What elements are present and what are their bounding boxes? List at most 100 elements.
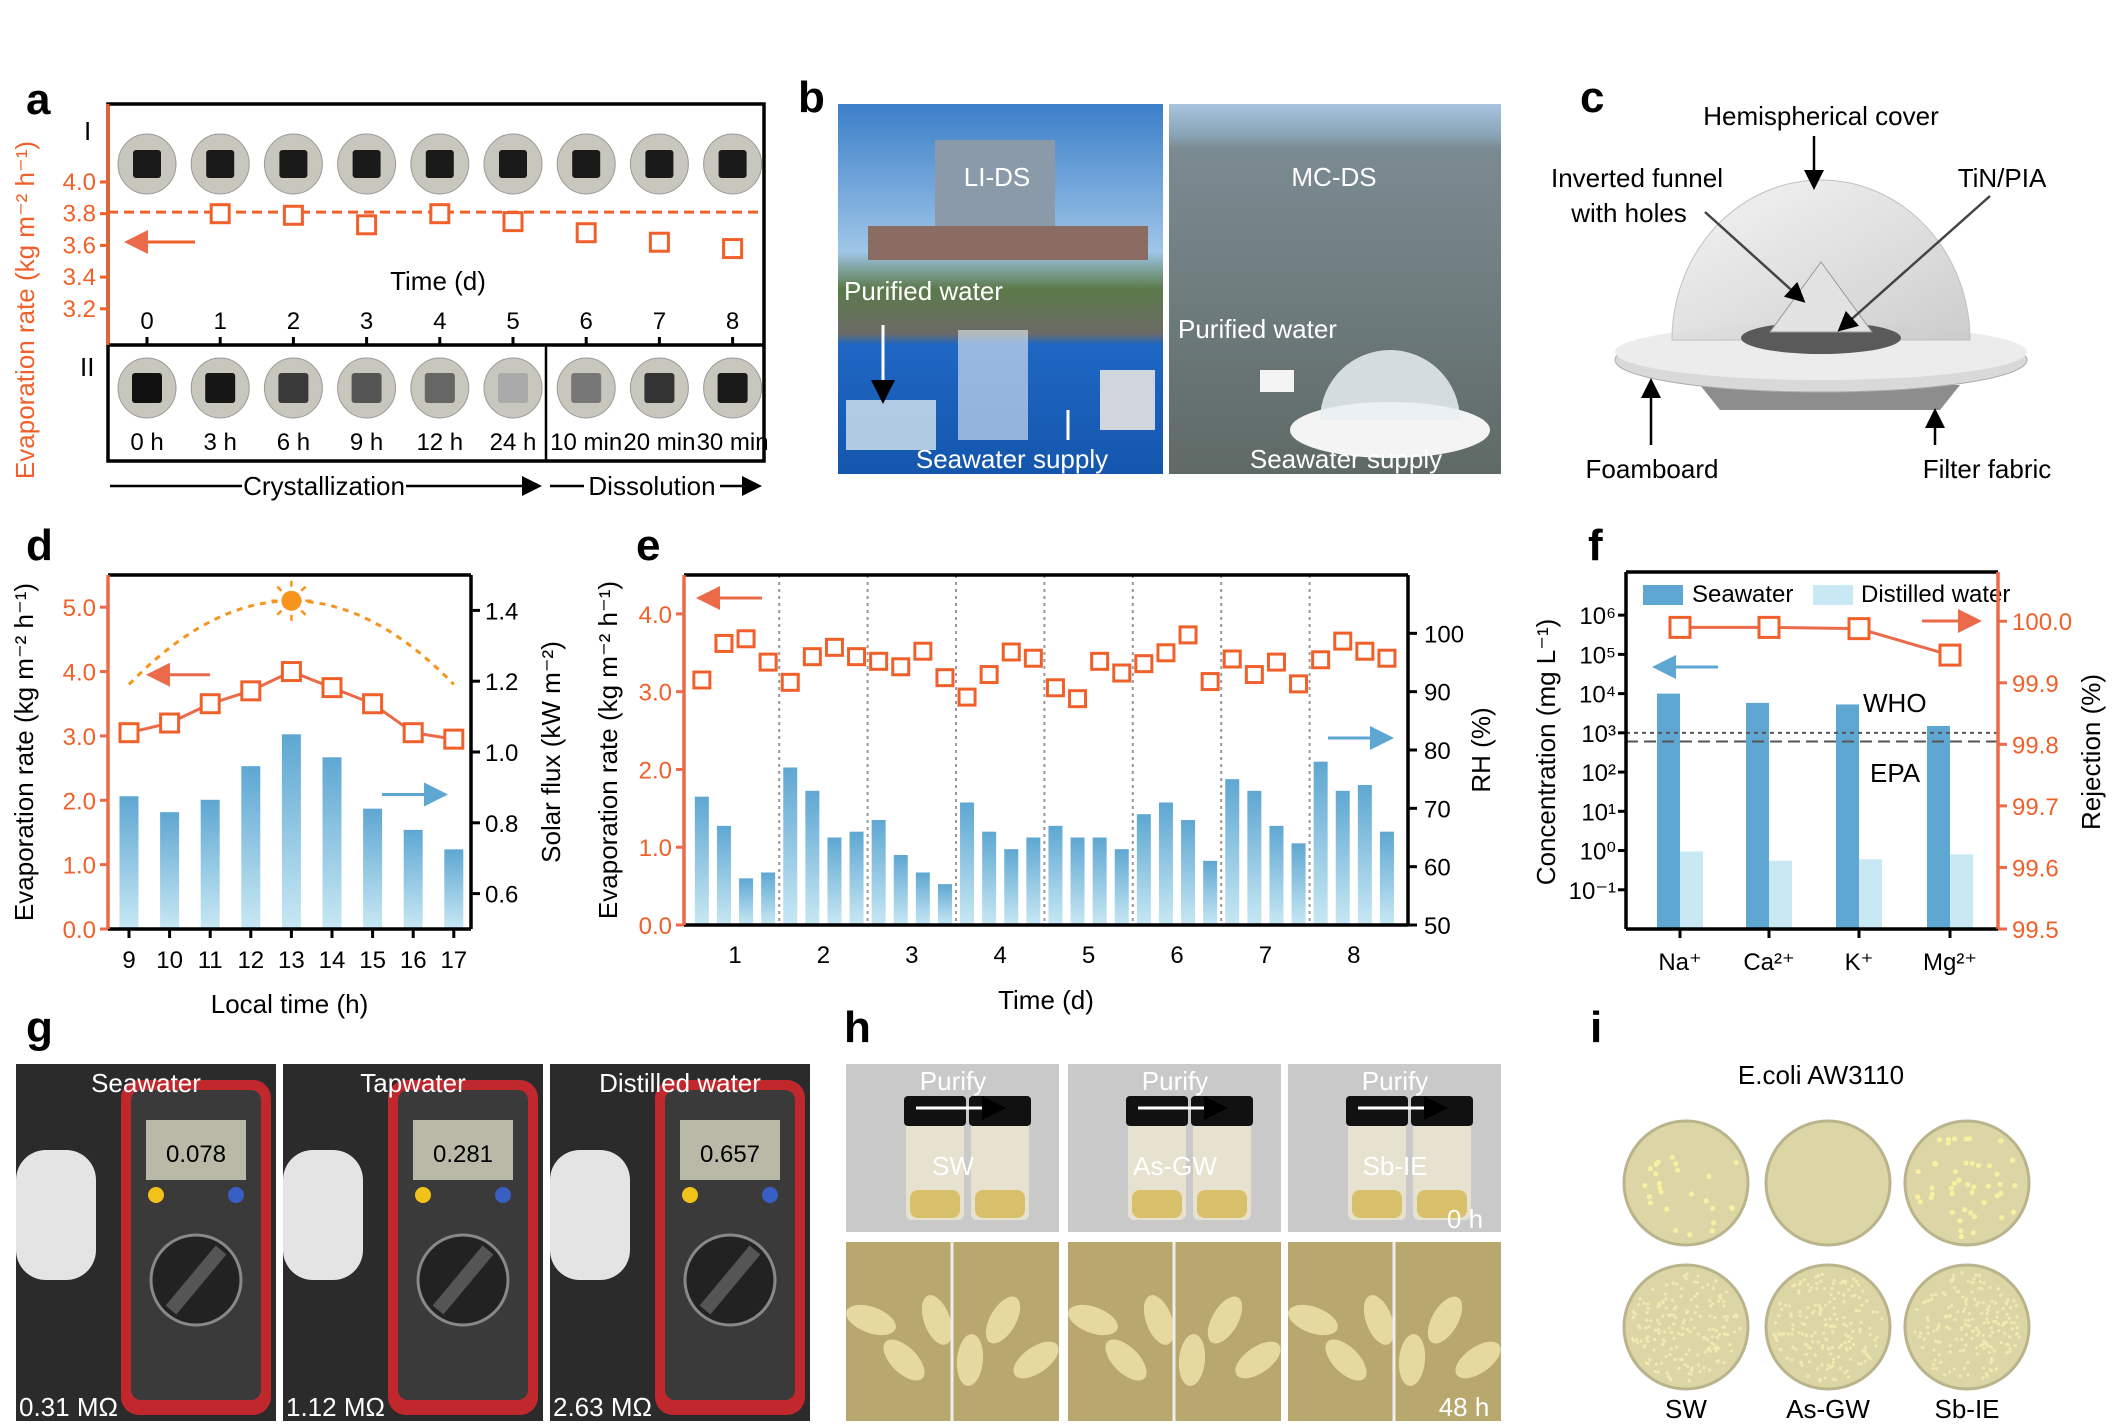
bacterial-colony (1693, 1311, 1697, 1315)
bacterial-colony (1692, 1326, 1696, 1330)
bacterial-colony (1673, 1227, 1679, 1234)
bacterial-colony (1675, 1282, 1679, 1286)
photo-title: Distilled water (599, 1068, 761, 1098)
y-left-tick-label: 4.0 (63, 660, 96, 687)
bacterial-colony (1635, 1341, 1640, 1345)
evaporation-point (240, 680, 262, 702)
lcd-reading: 0.078 (166, 1141, 226, 1168)
bacterial-colony (1811, 1311, 1815, 1315)
bacterial-colony (1695, 1291, 1699, 1296)
bacterial-colony (1656, 1328, 1661, 1332)
bacterial-colony (2005, 1299, 2009, 1303)
solar-flux-bar (119, 796, 139, 929)
x-tick-label: 12 (237, 947, 264, 974)
evaporation-point (1134, 654, 1154, 674)
bacterial-colony (1829, 1292, 1833, 1297)
bacterial-colony (1985, 1183, 1991, 1189)
jar-photo-0h: Purify Sb-IE (1288, 1064, 1501, 1232)
bacterial-colony (1787, 1304, 1791, 1308)
petri-dish (1764, 1119, 1892, 1247)
rejection-point (1668, 615, 1692, 639)
sprouted-seed (921, 1295, 953, 1345)
rh-bar (694, 796, 709, 925)
bacterial-colony (1997, 1181, 2003, 1188)
bacterial-colony (1729, 1205, 1736, 1211)
absorber-square (133, 150, 161, 178)
bacterial-colony (1850, 1284, 1854, 1288)
bacterial-colony (2015, 1315, 2019, 1319)
li-ds-supply-label: Seawater supply (916, 444, 1108, 474)
bacterial-colony (1943, 1373, 1947, 1377)
bacterial-colony (1999, 1215, 2005, 1221)
bacterial-colony (1967, 1324, 1972, 1328)
petri-dish (1903, 1263, 2031, 1391)
evaporation-point (159, 712, 181, 734)
bacterial-colony (1971, 1214, 1978, 1220)
bacterial-colony (1989, 1360, 1993, 1364)
y-right-tick-label: 100.0 (2012, 609, 2072, 636)
bacterial-colony (2012, 1182, 2018, 1189)
bacterial-colony (1985, 1317, 1989, 1321)
bacterial-colony (1702, 1335, 1706, 1339)
bacterial-colony (1735, 1314, 1739, 1319)
sun-ray (300, 585, 307, 592)
bacterial-colony (1932, 1362, 1936, 1366)
y-left-tick-label: 10¹ (1581, 799, 1616, 826)
absorber-square (499, 150, 527, 178)
row-label-II: II (80, 352, 94, 382)
bacterial-colony (1932, 1329, 1936, 1333)
x-axis-label: Local time (h) (211, 989, 369, 1019)
bacterial-colony (1974, 1346, 1979, 1350)
sprouted-seed (985, 1296, 1021, 1344)
absorber-square (352, 150, 381, 178)
dial-knob (432, 1245, 494, 1315)
x-tick-label: 2 (287, 308, 300, 335)
bacterial-colony (1985, 1311, 1989, 1316)
panel-a: I II Time (d) Evaporation rate (kg m⁻² h… (10, 102, 769, 501)
x-tick-label: 11 (198, 947, 223, 974)
x-tick-label: 7 (1259, 942, 1272, 969)
bacterial-colony (1826, 1346, 1830, 1350)
bacterial-colony (1687, 1348, 1691, 1352)
bacterial-colony (1804, 1333, 1809, 1337)
bacterial-colony (1918, 1335, 1922, 1339)
bacterial-colony (1656, 1370, 1660, 1374)
bacterial-colony (1936, 1137, 1943, 1143)
dish-label: SW (1665, 1394, 1707, 1424)
bacterial-colony (1839, 1343, 1844, 1347)
bacterial-colony (1713, 1315, 1717, 1320)
bacterial-colony (1679, 1357, 1683, 1361)
legend-swatch-seawater (1643, 585, 1683, 605)
time-label: 9 h (350, 429, 383, 456)
bacterial-colony (1847, 1288, 1851, 1292)
bacterial-colony (1804, 1315, 1809, 1320)
bacterial-colony (1948, 1344, 1952, 1348)
bacterial-colony (1860, 1303, 1864, 1308)
bacterial-colony (1992, 1349, 1997, 1353)
bacterial-colony (1636, 1303, 1641, 1307)
evaporation-point (402, 722, 424, 744)
bacterial-colony (1698, 1314, 1702, 1319)
absorber-square (206, 150, 235, 178)
bacterial-colony (1775, 1338, 1779, 1342)
bacterial-colony (1791, 1327, 1795, 1332)
bacterial-colony (1798, 1282, 1802, 1286)
panel-label-f: f (1588, 521, 1603, 570)
bacterial-colony (1845, 1369, 1849, 1373)
bacterial-colony (1998, 1138, 2004, 1144)
bacterial-colony (1954, 1337, 1959, 1341)
bacterial-colony (1818, 1312, 1822, 1317)
bacterial-colony (2005, 1312, 2009, 1317)
y-left-tick-label: 3.0 (639, 680, 672, 707)
bacterial-colony (1956, 1309, 1960, 1314)
bacterial-colony (2003, 1331, 2007, 1335)
evaporation-point (280, 661, 302, 683)
bacterial-colony (1674, 1316, 1678, 1320)
bacterial-colony (1943, 1315, 1948, 1319)
bacterial-colony (1773, 1335, 1778, 1339)
bacterial-colony (1816, 1340, 1821, 1344)
bacterial-colony (1681, 1326, 1685, 1330)
bacterial-colony (1722, 1315, 1726, 1319)
y-tick-label: 3.4 (63, 264, 96, 291)
bacterial-colony (1958, 1228, 1964, 1234)
